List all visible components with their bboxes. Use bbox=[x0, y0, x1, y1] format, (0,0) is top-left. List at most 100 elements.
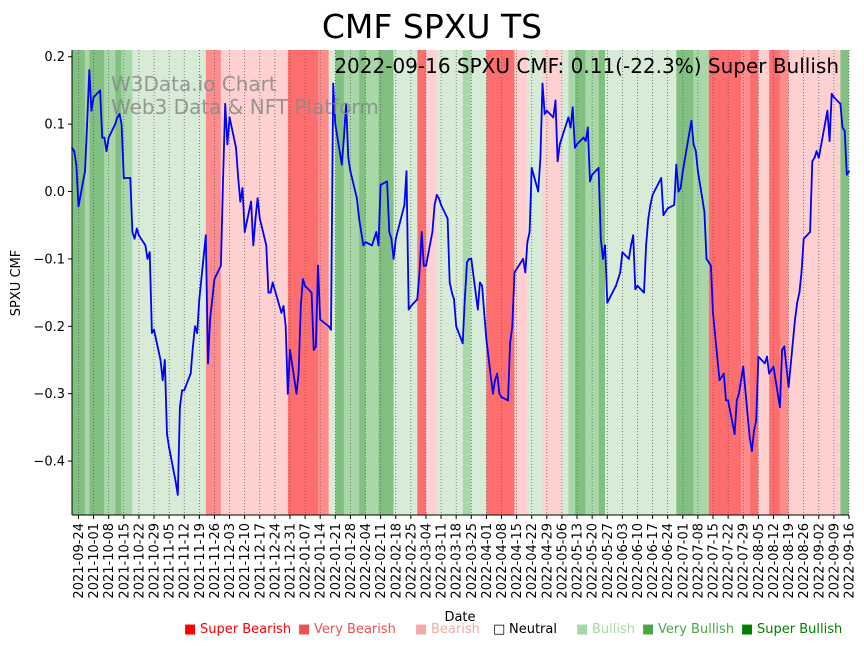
cmf-point bbox=[485, 338, 488, 341]
cmf-point bbox=[694, 150, 697, 153]
x-tick-label: 2021-10-29 bbox=[148, 523, 163, 599]
cmf-point bbox=[148, 251, 151, 254]
cmf-point bbox=[327, 325, 330, 328]
legend-label: Neutral bbox=[509, 622, 557, 637]
cmf-point bbox=[73, 150, 76, 153]
cmf-point bbox=[86, 123, 88, 125]
cmf-point bbox=[492, 392, 494, 395]
cmf-point bbox=[537, 190, 540, 193]
cmf-point bbox=[286, 392, 289, 395]
regime-background-bands bbox=[72, 50, 849, 515]
cmf-point bbox=[787, 386, 790, 388]
cmf-point bbox=[153, 328, 155, 331]
cmf-point bbox=[386, 180, 388, 183]
cmf-point bbox=[666, 207, 669, 210]
cmf-point bbox=[453, 298, 455, 301]
cmf-point bbox=[129, 177, 132, 179]
cmf-point bbox=[539, 156, 542, 159]
cmf-point bbox=[526, 241, 529, 244]
regime-band bbox=[115, 50, 122, 515]
cmf-point bbox=[235, 146, 237, 149]
cmf-point bbox=[258, 217, 261, 220]
cmf-point bbox=[738, 392, 740, 395]
x-tick-label: 2022-03-25 bbox=[465, 523, 480, 599]
cmf-point bbox=[733, 433, 736, 435]
cmf-point bbox=[522, 258, 524, 260]
cmf-point bbox=[755, 419, 758, 422]
x-tick-label: 2022-09-09 bbox=[827, 523, 842, 599]
cmf-point bbox=[77, 205, 80, 208]
cmf-point bbox=[664, 210, 667, 213]
cmf-point bbox=[632, 234, 635, 237]
cmf-point bbox=[649, 204, 652, 206]
regime-band bbox=[574, 50, 586, 515]
cmf-point bbox=[606, 301, 609, 304]
x-tick-label: 2022-01-28 bbox=[344, 523, 359, 599]
cmf-point bbox=[643, 291, 645, 294]
cmf-point bbox=[222, 177, 225, 179]
cmf-point bbox=[282, 305, 285, 307]
regime-band bbox=[769, 50, 780, 515]
regime-band bbox=[741, 50, 750, 515]
regime-band bbox=[104, 50, 116, 515]
x-tick-label: 2022-07-22 bbox=[722, 523, 737, 599]
regime-band bbox=[708, 50, 742, 515]
cmf-point bbox=[315, 345, 317, 348]
cmf-point bbox=[589, 180, 591, 183]
cmf-point bbox=[599, 237, 602, 240]
cmf-point bbox=[146, 258, 149, 260]
cmf-point bbox=[848, 170, 850, 173]
x-tick-label: 2022-08-26 bbox=[797, 523, 812, 599]
legend-marker: ■ bbox=[642, 622, 654, 637]
cmf-point bbox=[302, 278, 304, 280]
cmf-point bbox=[628, 258, 630, 260]
cmf-point bbox=[481, 285, 483, 287]
cmf-point bbox=[509, 342, 511, 345]
cmf-point bbox=[681, 170, 684, 173]
cmf-point bbox=[802, 237, 805, 240]
cmf-point bbox=[705, 258, 708, 260]
cmf-point bbox=[358, 217, 360, 220]
cmf-point bbox=[794, 318, 796, 321]
x-tick-label: 2022-01-14 bbox=[314, 523, 329, 599]
cmf-point bbox=[647, 217, 650, 220]
cmf-point bbox=[101, 136, 104, 139]
cmf-point bbox=[84, 170, 86, 173]
cmf-point bbox=[347, 156, 350, 159]
cmf-point bbox=[651, 194, 654, 196]
cmf-point bbox=[209, 318, 212, 321]
cmf-point bbox=[410, 305, 412, 307]
cmf-point bbox=[174, 480, 177, 483]
x-tick-label: 2022-01-21 bbox=[329, 523, 344, 599]
cmf-point bbox=[748, 436, 751, 439]
x-tick-label: 2022-04-08 bbox=[495, 523, 510, 599]
cmf-point bbox=[470, 258, 473, 260]
regime-band bbox=[840, 50, 849, 515]
cmf-point bbox=[204, 234, 207, 237]
cmf-point bbox=[373, 237, 376, 240]
cmf-point bbox=[461, 342, 464, 345]
chart-subtitle: 2022-09-16 SPXU CMF: 0.11(-22.3%) Super … bbox=[334, 54, 839, 78]
cmf-point bbox=[591, 173, 594, 176]
cmf-point bbox=[252, 244, 255, 247]
regime-band bbox=[486, 50, 515, 515]
cmf-point bbox=[679, 187, 682, 190]
cmf-point bbox=[181, 389, 184, 392]
legend-marker: ■ bbox=[741, 622, 753, 637]
cmf-point bbox=[712, 311, 714, 314]
x-tick-label: 2022-07-29 bbox=[737, 523, 752, 599]
cmf-point bbox=[299, 305, 302, 307]
cmf-point bbox=[584, 140, 587, 142]
x-tick-label: 2021-12-24 bbox=[268, 523, 283, 599]
x-tick-label: 2022-02-18 bbox=[389, 523, 404, 599]
cmf-point bbox=[92, 96, 95, 99]
cmf-point bbox=[511, 325, 514, 328]
cmf-point bbox=[697, 170, 699, 173]
cmf-point bbox=[250, 200, 253, 203]
x-tick-label: 2022-05-20 bbox=[586, 523, 601, 599]
legend-label: Very Bullish bbox=[658, 622, 734, 637]
x-tick-label: 2021-11-05 bbox=[163, 523, 178, 599]
x-ticks: 2021-09-24 2021-10-01 2021-10-08 2021-10-15… bbox=[72, 515, 858, 599]
cmf-series bbox=[71, 69, 850, 496]
cmf-point bbox=[120, 123, 123, 125]
